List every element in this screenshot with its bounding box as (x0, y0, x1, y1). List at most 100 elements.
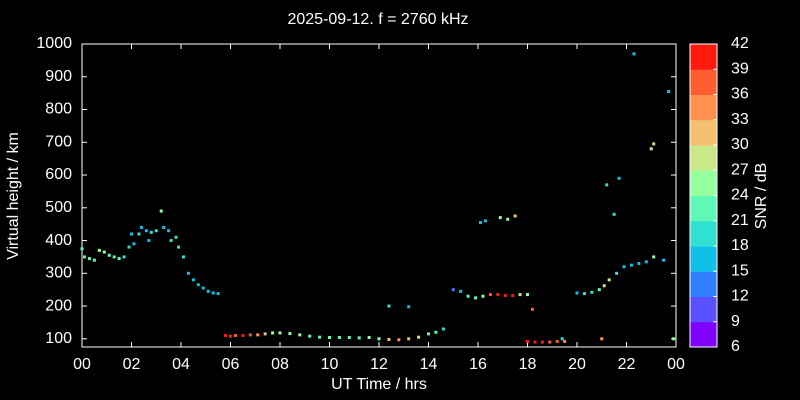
data-point (263, 332, 267, 336)
data-point (397, 338, 401, 342)
colorbar-tick-label: 24 (731, 187, 749, 204)
data-point (167, 229, 171, 233)
data-point (407, 337, 411, 341)
data-point (112, 255, 116, 259)
data-point (526, 339, 529, 343)
x-tick-label: 00 (667, 356, 685, 373)
colorbar-tick-label: 18 (731, 237, 749, 254)
x-tick-label: 04 (172, 356, 190, 373)
colorbar-tick-label: 42 (731, 35, 749, 52)
data-point (407, 305, 411, 309)
colorbar-cell (690, 246, 717, 272)
data-point (97, 248, 101, 252)
data-point (169, 239, 173, 243)
data-point (117, 257, 121, 261)
data-point (256, 333, 260, 337)
data-point (417, 335, 421, 339)
colorbar-tick-label: 6 (731, 338, 740, 355)
data-point (602, 284, 606, 288)
data-point (622, 265, 626, 269)
data-point (498, 216, 502, 220)
data-point (474, 296, 478, 300)
data-point (248, 333, 252, 337)
data-point (637, 261, 641, 265)
chart-title: 2025-09-12. f = 2760 kHz (287, 11, 468, 28)
data-point (575, 291, 579, 295)
data-point (481, 294, 485, 298)
colorbar-tick-label: 36 (731, 86, 749, 103)
colorbar-label: SNR / dB (753, 163, 770, 230)
data-point (337, 336, 341, 340)
data-point (107, 253, 111, 257)
data-point (139, 225, 143, 229)
colorbar-cell (690, 271, 717, 297)
data-point (216, 292, 220, 296)
data-point (427, 332, 430, 336)
data-point (162, 225, 166, 229)
data-point (526, 293, 529, 297)
data-point (174, 235, 178, 239)
x-tick-label: 12 (370, 356, 388, 373)
data-point (590, 290, 594, 294)
data-point (149, 230, 153, 234)
data-point (387, 304, 391, 308)
data-point (357, 336, 361, 340)
data-point (186, 271, 190, 275)
data-point (483, 219, 487, 223)
data-point (318, 335, 322, 339)
data-point (540, 340, 544, 344)
data-point (288, 332, 292, 336)
data-point (434, 330, 438, 334)
data-point (555, 339, 559, 343)
colorbar-cell (690, 119, 717, 146)
data-point (137, 232, 141, 236)
x-tick-label: 10 (321, 356, 339, 373)
y-tick-label: 400 (45, 232, 72, 249)
y-tick-label: 1000 (36, 35, 72, 52)
x-tick-label: 02 (123, 356, 141, 373)
data-point (87, 257, 91, 261)
colorbar-tick-label: 21 (731, 212, 749, 229)
data-point (181, 255, 185, 259)
data-point (649, 147, 653, 151)
y-tick-label: 700 (45, 133, 72, 150)
data-point (533, 340, 537, 344)
data-point (459, 289, 463, 293)
x-tick-label: 16 (469, 356, 487, 373)
data-point (233, 334, 237, 338)
data-point (144, 229, 148, 233)
x-tick-label: 00 (73, 356, 91, 373)
x-tick-label: 06 (222, 356, 240, 373)
data-point (328, 336, 331, 340)
data-point (563, 339, 567, 343)
data-point (530, 307, 534, 311)
data-point (644, 260, 648, 264)
data-point (80, 247, 84, 251)
x-axis-label: UT Time / hrs (331, 376, 427, 393)
data-point (82, 255, 86, 259)
x-tick-label: 22 (618, 356, 636, 373)
y-tick-label: 100 (45, 330, 72, 347)
colorbar-cell (690, 94, 717, 121)
data-point (496, 293, 500, 297)
data-point (196, 283, 200, 287)
data-point (632, 52, 636, 56)
y-tick-label: 600 (45, 166, 72, 183)
data-point (652, 255, 656, 259)
data-point (102, 250, 106, 254)
data-point (298, 333, 302, 337)
colorbar-tick-label: 33 (731, 111, 749, 128)
data-point (652, 142, 656, 146)
colorbar-cell (690, 170, 717, 196)
data-point (582, 292, 586, 296)
data-point (278, 331, 282, 335)
data-point (177, 245, 181, 249)
data-point (241, 334, 245, 338)
data-point (441, 327, 445, 331)
data-point (206, 289, 210, 293)
colorbar-cell (690, 296, 717, 323)
data-point (617, 176, 621, 180)
y-tick-label: 200 (45, 297, 72, 314)
colorbar-tick-label: 39 (731, 60, 749, 77)
